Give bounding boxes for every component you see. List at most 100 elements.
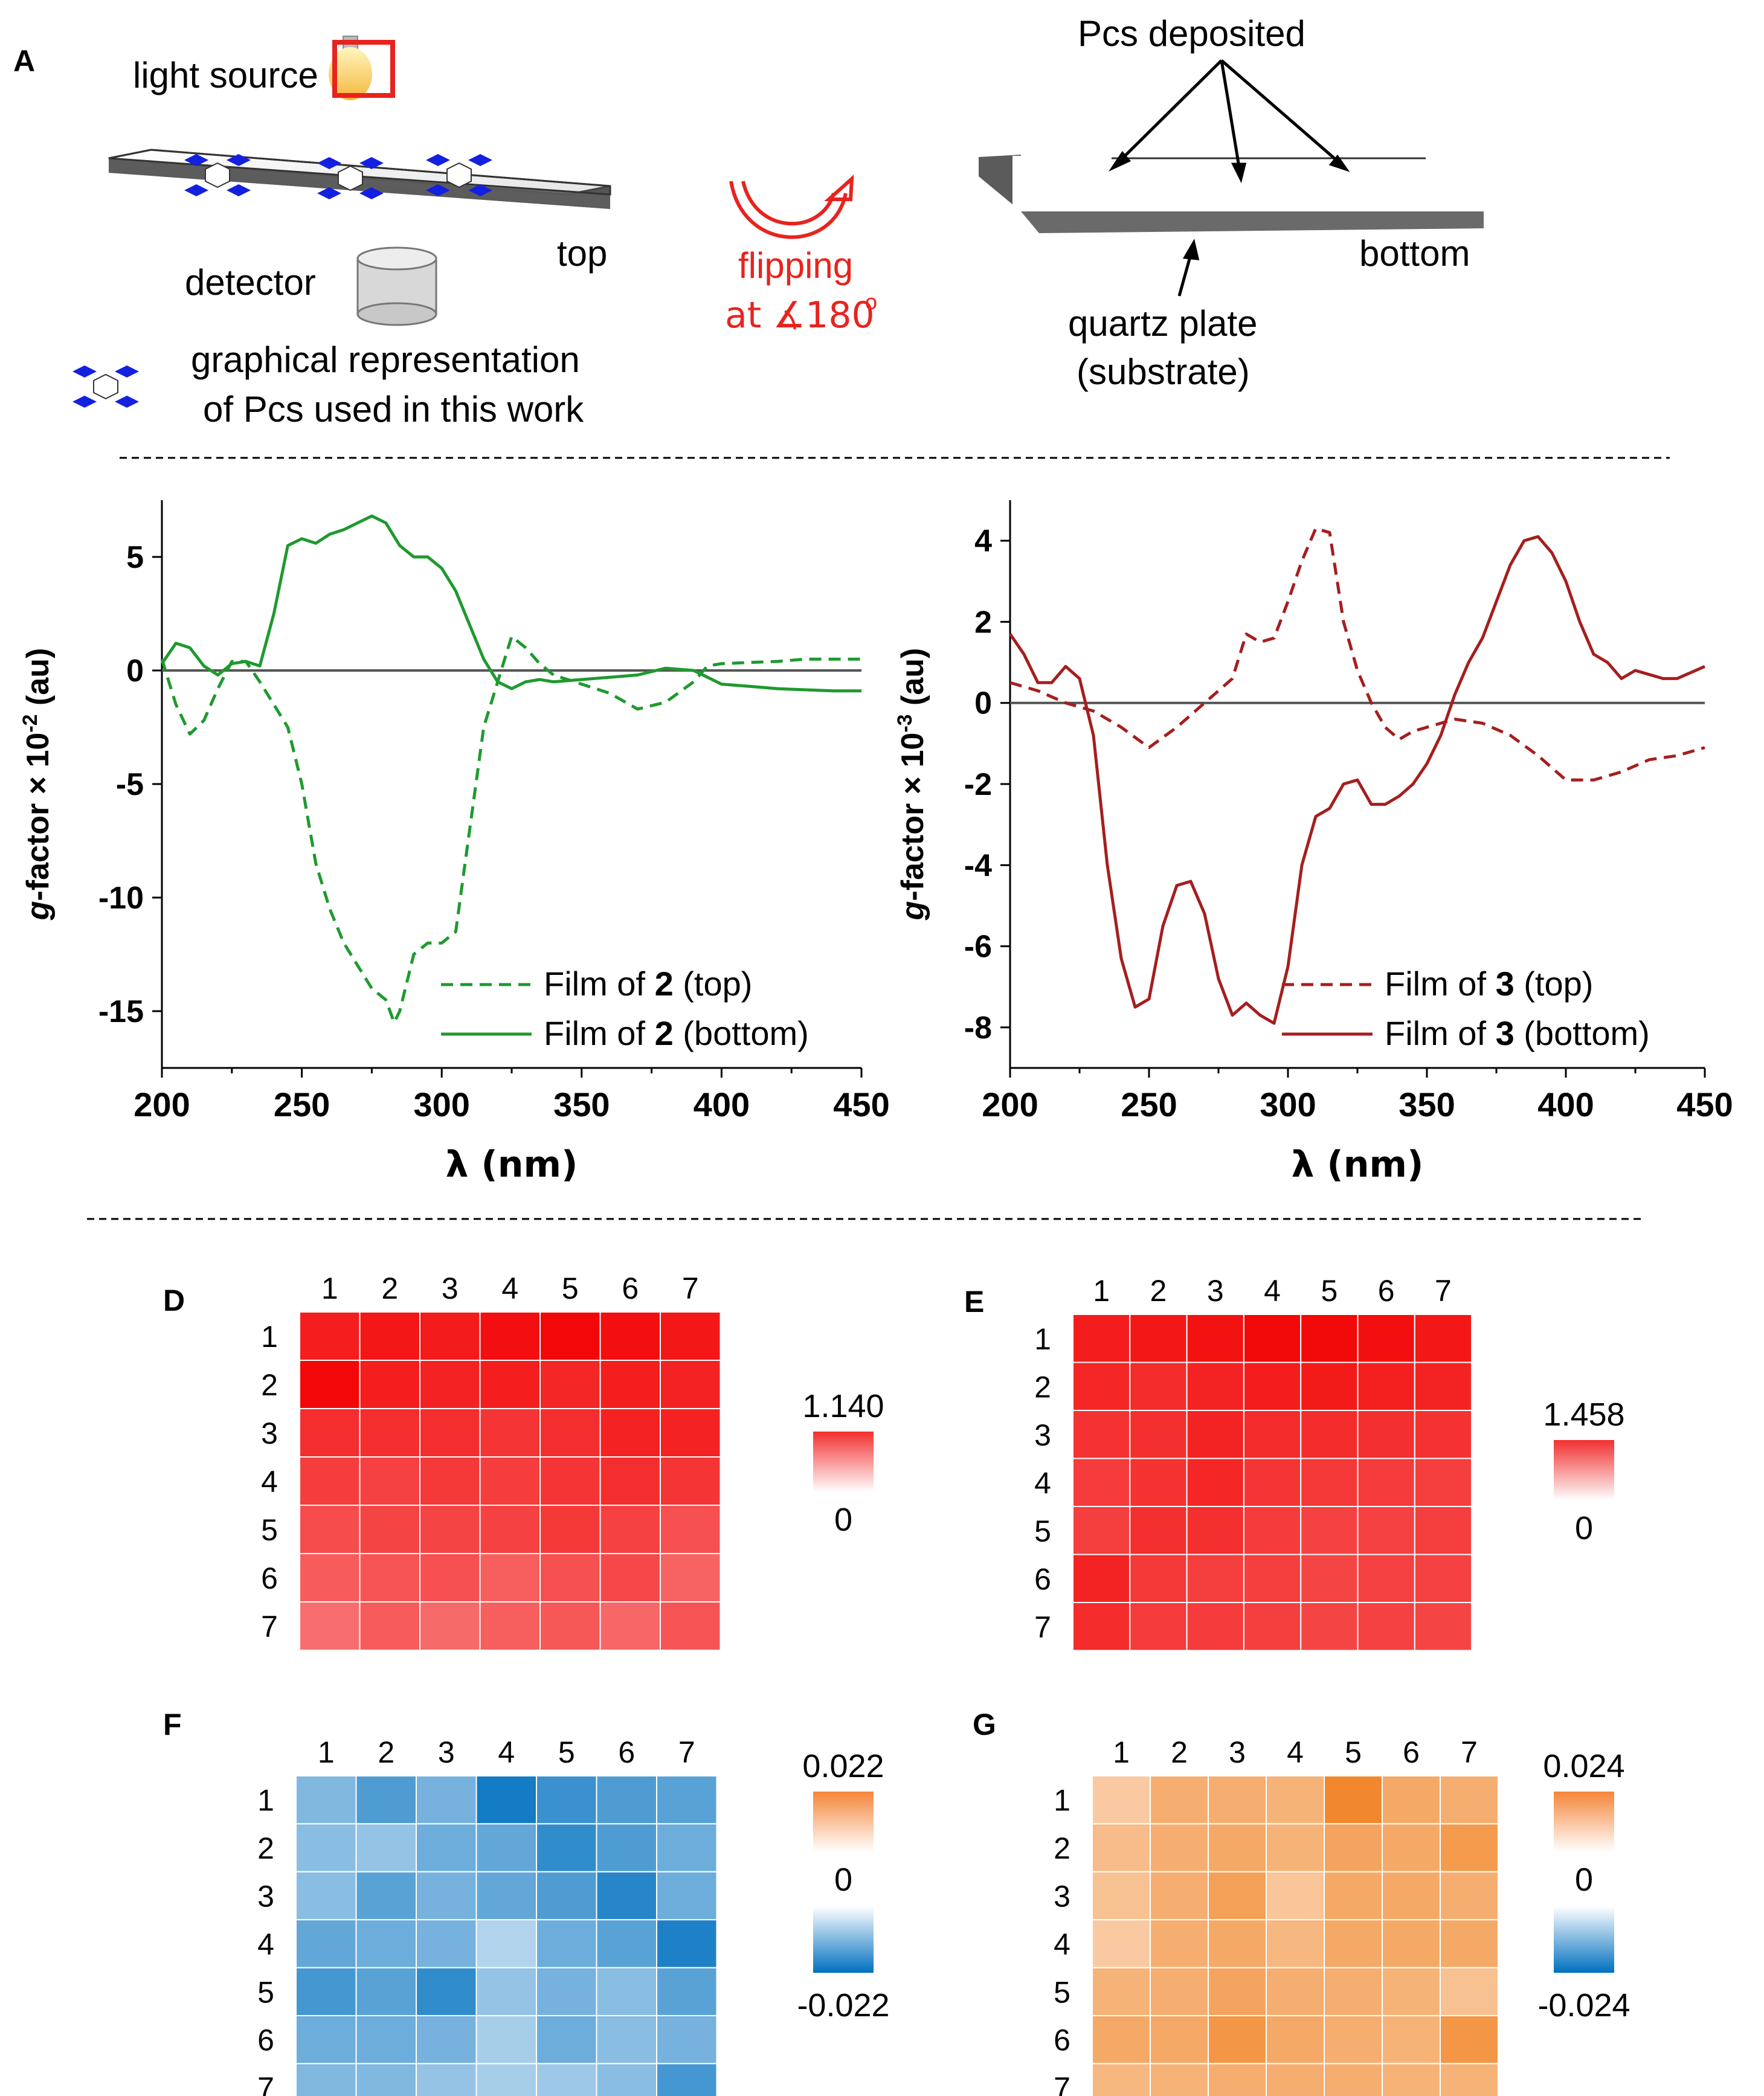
heatmap-cell [419,1311,481,1361]
y-axis-label-exp: -2 [19,714,42,732]
heatmap-cell [479,1456,541,1506]
heatmap-cell [1208,2015,1267,2065]
scale-mid-label: 0 [834,1502,852,1538]
heatmap-cell [1150,1823,1209,1873]
column-label: 6 [618,1735,635,1769]
heatmap-cell [479,1505,541,1554]
column-label: 6 [1378,1274,1395,1308]
heatmap-cell [1357,1602,1415,1651]
heatmap-cell [299,1505,361,1554]
heatmap-cell [599,1553,661,1603]
scale-bar-positive [1554,1440,1614,1500]
heatmap-cell [656,1775,718,1825]
heatmap-cell [475,2063,537,2096]
pcs-arrows [1109,59,1350,184]
column-label: 5 [1345,1735,1362,1769]
row-label: 4 [257,1927,274,1961]
heatmap-cell [416,1919,477,1969]
x-tick-label: 450 [833,1085,889,1124]
heatmap-cell [1072,1602,1131,1651]
row-label: 6 [257,2024,274,2057]
heatmap-cell [1186,1506,1244,1555]
heatmap-cell [1129,1506,1188,1555]
heatmap-cell [536,1823,597,1873]
panel-a-letter: A [13,44,35,78]
scale-max-label: 0.024 [1543,1748,1624,1784]
panel-letter: D [163,1284,185,1317]
heatmap-cell [475,1871,537,1921]
heatmap-cell [416,1967,477,2017]
heatmap-cell [1150,1919,1209,1969]
quartz-arrow [1177,239,1200,297]
heatmap-g: G 1 2 3 4 5 6 7 1 2 3 4 5 6 7 0.024 0 -0.024 [973,1708,1630,2096]
y-tick-label: 5 [126,540,144,575]
heatmap-cell [660,1601,721,1651]
heatmap-cell [295,2063,357,2096]
heatmap-cell [295,1919,357,1969]
series-line-top [160,635,861,1024]
y-axis-label: g-factor × 10-3 (au) [893,648,930,921]
light-source-label: light source [133,55,318,95]
legend-suffix: (top) [674,965,753,1003]
heatmap-cell [539,1456,601,1506]
heatmap-cell [359,1456,420,1506]
heatmap-cell [295,1775,357,1825]
panel-letter: F [163,1708,182,1741]
heatmap-cell [660,1456,721,1506]
substrate-bottom-view [979,155,1484,233]
row-label: 6 [1034,1562,1051,1596]
row-label: 7 [1034,1610,1051,1644]
pc-molecule-icon [317,157,384,199]
scale-max-label: 1.140 [802,1388,884,1424]
heatmap-cell [295,1871,357,1921]
heatmap-f: F 1 2 3 4 5 6 7 1 2 3 4 5 6 7 0.022 0 -0.022 [163,1708,890,2096]
heatmap-cell [1266,2015,1325,2065]
y-axis-label-unit: (au) [21,648,56,715]
heatmap-cell [359,1553,420,1603]
heatmap-cell [1440,1823,1499,1873]
legend-molecule-icon [72,365,139,408]
heatmap-cell [1072,1361,1131,1411]
chart-film-2: 200 250 300 350 400 450 5 0 -5 -10 -15 λ (nm) g-fact… [19,500,890,1186]
column-label: 6 [622,1271,639,1305]
row-label: 5 [1034,1514,1051,1548]
scale-bar-positive [813,1792,874,1852]
heatmap-cell [1382,1823,1441,1873]
heatmap-cell [1440,1871,1499,1921]
heatmap-cell [596,1823,657,1873]
column-label: 1 [321,1271,338,1305]
legend-suffix: (bottom) [1515,1014,1650,1052]
heatmap-cell [299,1553,361,1603]
heatmap-cell [475,1919,537,1969]
heatmap-cell [1324,1823,1383,1873]
column-label: 4 [498,1735,515,1769]
detector-label: detector [185,262,316,303]
y-axis-label-g: g [21,901,56,921]
heatmap-cell [539,1553,601,1603]
heatmap-cell [1186,1361,1244,1411]
x-tick-label: 300 [413,1085,469,1124]
heatmap-cell [1414,1602,1473,1651]
heatmap-cell [359,1505,420,1554]
heatmap-cell [1208,1871,1267,1921]
heatmap-cell [1266,1823,1325,1873]
y-tick-label: -5 [116,767,144,802]
pc-molecules [184,154,492,199]
heatmap-cell [1266,1871,1325,1921]
heatmap-cell [1243,1506,1302,1555]
column-label: 5 [562,1271,579,1305]
legend-label-top: Film of 2 (top) [544,965,752,1003]
heatmap-cell [596,1967,657,2017]
column-label: 4 [1287,1735,1304,1769]
flip-degree-label: o [865,289,877,314]
heatmap-cell [416,1871,477,1921]
heatmap-cell [355,2063,417,2096]
heatmap-cell [1150,1775,1209,1825]
x-tick-label: 400 [694,1085,750,1124]
heatmap-cell [355,1775,417,1825]
heatmap-cell [1324,1919,1383,1969]
heatmap-cell [1129,1410,1188,1459]
heatmap-cell [475,1823,537,1873]
heatmap-cell [539,1408,601,1458]
bottom-label: bottom [1359,233,1470,274]
